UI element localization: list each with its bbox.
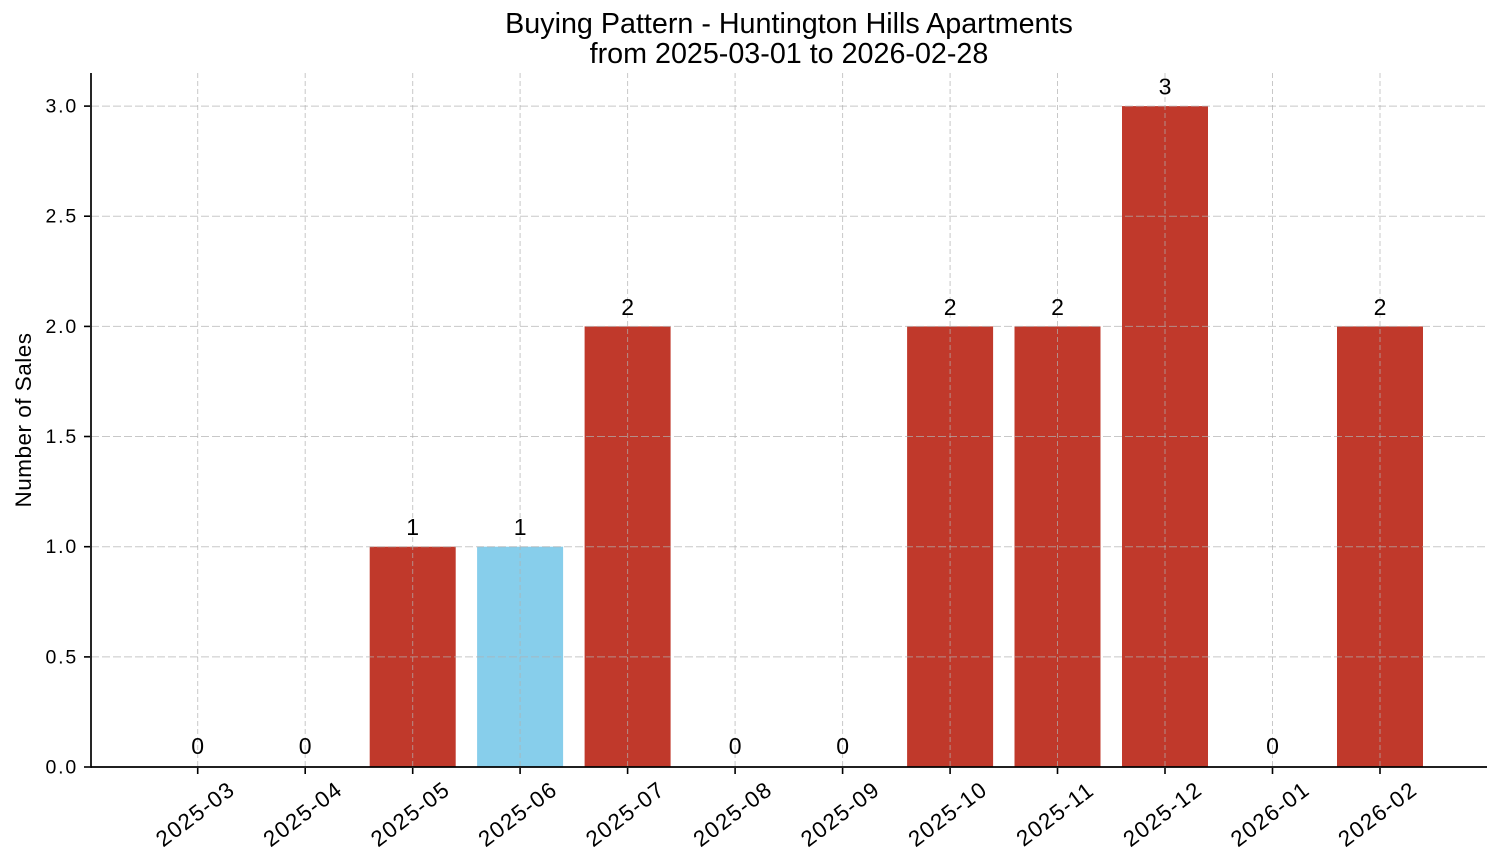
svg-text:1.5: 1.5 xyxy=(45,426,78,448)
svg-text:3: 3 xyxy=(1159,74,1172,100)
svg-text:0: 0 xyxy=(299,733,312,759)
svg-text:from 2025-03-01 to 2026-02-28: from 2025-03-01 to 2026-02-28 xyxy=(590,38,989,70)
svg-text:2: 2 xyxy=(621,294,634,320)
svg-text:2: 2 xyxy=(944,294,957,320)
svg-text:0: 0 xyxy=(836,733,849,759)
svg-text:2: 2 xyxy=(1051,294,1064,320)
svg-text:Buying Pattern - Huntington Hi: Buying Pattern - Huntington Hills Apartm… xyxy=(505,8,1073,40)
svg-text:0: 0 xyxy=(191,733,204,759)
svg-text:Number of Sales: Number of Sales xyxy=(11,332,36,507)
svg-text:2.5: 2.5 xyxy=(45,206,78,228)
svg-text:2: 2 xyxy=(1374,294,1387,320)
svg-text:1: 1 xyxy=(514,514,527,540)
svg-text:0.5: 0.5 xyxy=(45,646,78,668)
svg-text:3.0: 3.0 xyxy=(45,96,78,118)
svg-text:1: 1 xyxy=(406,514,419,540)
svg-text:0: 0 xyxy=(729,733,742,759)
svg-text:0: 0 xyxy=(1266,733,1279,759)
svg-text:0.0: 0.0 xyxy=(45,757,78,779)
svg-text:1.0: 1.0 xyxy=(45,536,78,558)
svg-text:2.0: 2.0 xyxy=(45,316,78,338)
